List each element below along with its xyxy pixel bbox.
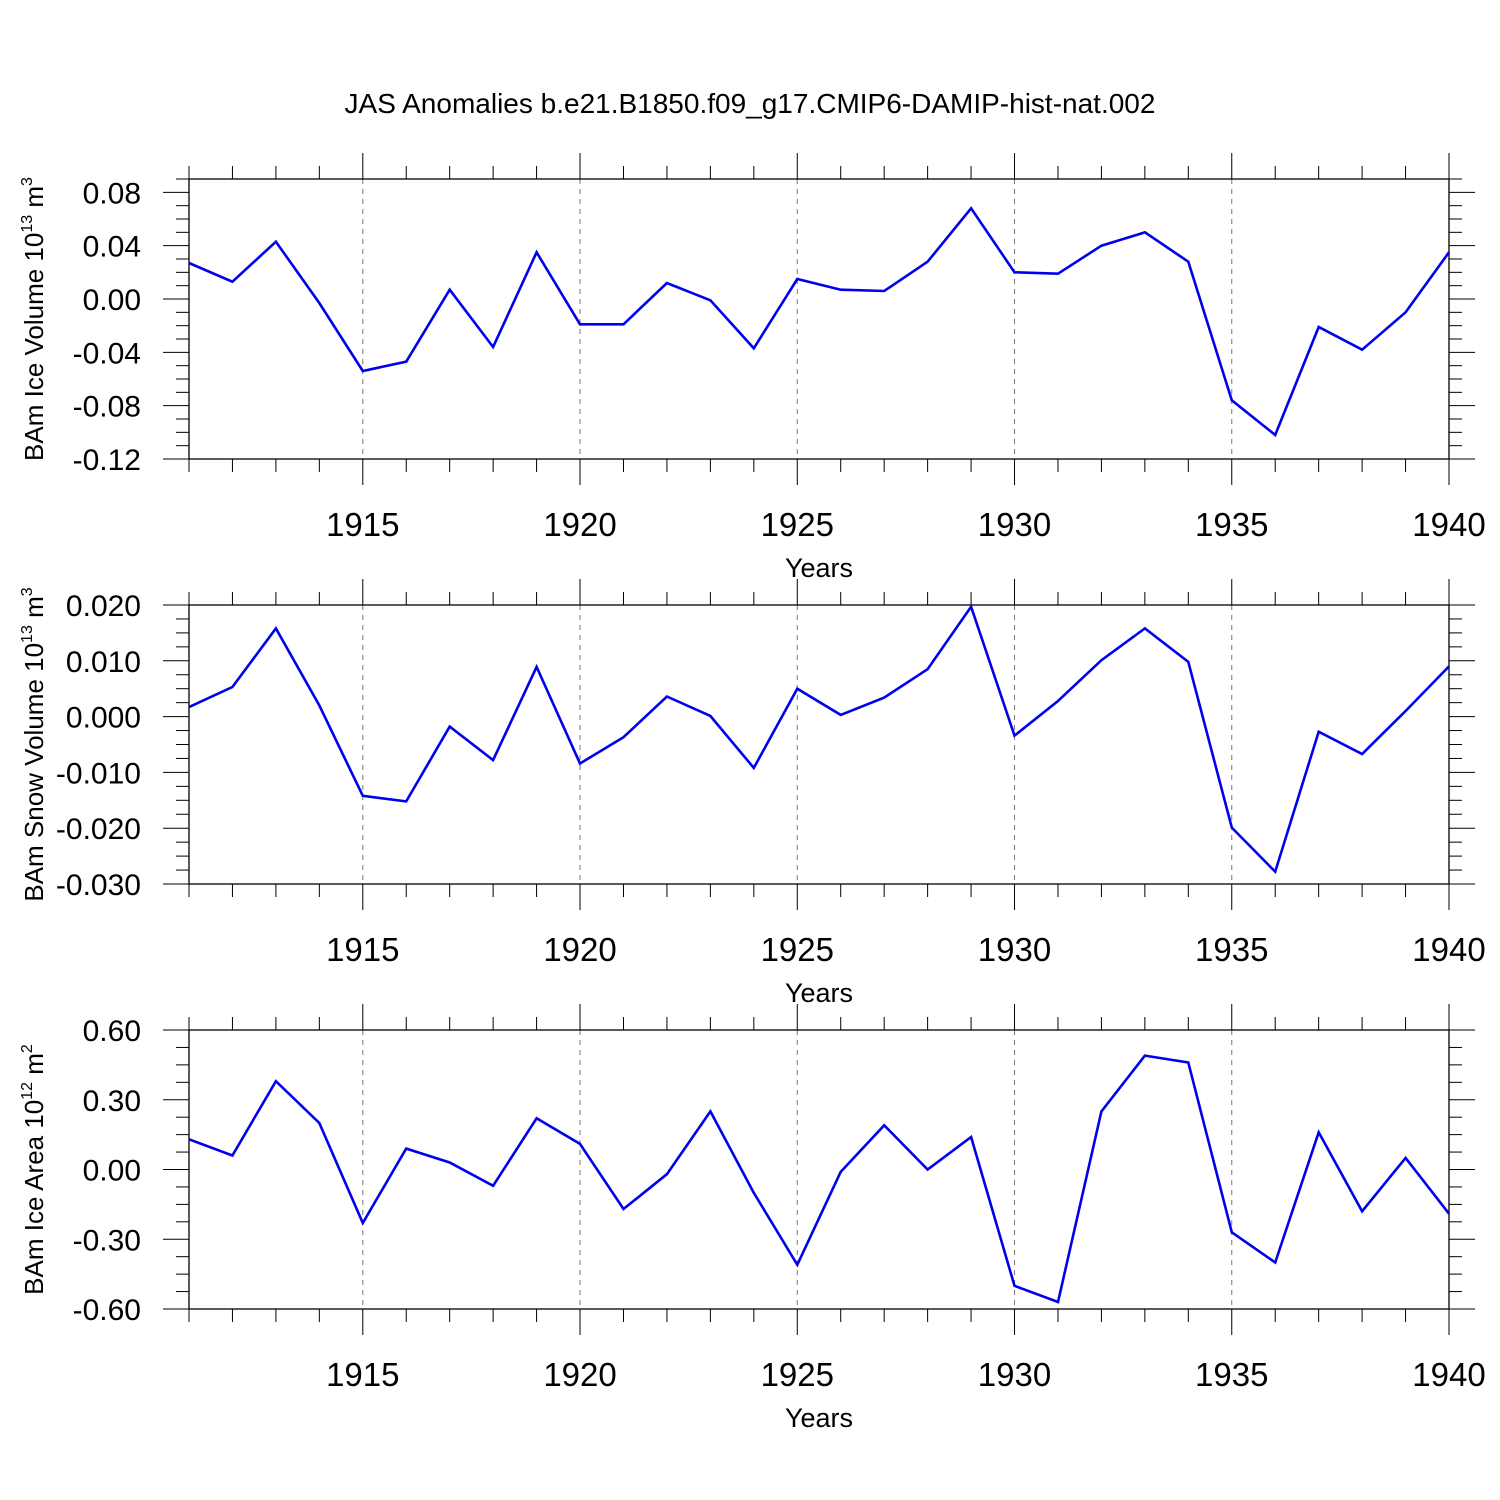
x-tick-label: 1935 (1195, 931, 1268, 968)
plot-frame (188, 178, 1450, 460)
y-tick-label: -0.020 (56, 813, 141, 846)
x-axis-label: Years (785, 553, 853, 583)
x-axis-label: Years (785, 978, 853, 1008)
x-tick-label: 1940 (1412, 931, 1485, 968)
y-tick-label: 0.08 (83, 177, 141, 210)
y-tick-label: 0.00 (83, 284, 141, 317)
x-tick-label: 1930 (978, 931, 1051, 968)
y-tick-label: 0.010 (66, 646, 141, 679)
y-tick-label: -0.030 (56, 869, 141, 902)
x-tick-label: 1920 (543, 506, 616, 543)
x-tick-label: 1930 (978, 506, 1051, 543)
x-tick-label: 1920 (543, 931, 616, 968)
x-tick-label: 1940 (1412, 506, 1485, 543)
plot-frame (188, 1029, 1450, 1310)
y-axis-label: BAm Ice Area 1012 m2 (19, 1044, 49, 1295)
x-tick-label: 1915 (326, 506, 399, 543)
x-tick-label: 1925 (761, 1356, 834, 1393)
y-tick-label: 0.00 (83, 1155, 141, 1188)
chart-panel-1: -0.12 -0.08 -0.04 0.00 0.04 0.08 1915 1920 1925 1… (19, 153, 1486, 583)
plot-frame (188, 604, 1450, 885)
y-tick-label: -0.08 (73, 391, 141, 424)
y-tick-label: 0.60 (83, 1015, 141, 1048)
x-tick-label: 1920 (543, 1356, 616, 1393)
chart-panel-3: -0.60 -0.30 0.00 0.30 0.60 1915 1920 1925 1930 19… (19, 1004, 1486, 1433)
y-tick-label: 0.000 (66, 702, 141, 735)
x-tick-label: 1915 (326, 931, 399, 968)
x-tick-label: 1915 (326, 1356, 399, 1393)
y-axis-label: BAm Ice Volume 1013 m3 (19, 177, 49, 461)
x-tick-label: 1930 (978, 1356, 1051, 1393)
page-title: JAS Anomalies b.e21.B1850.f09_g17.CMIP6-… (344, 88, 1156, 119)
y-tick-label: -0.12 (73, 444, 141, 477)
series-line (188, 206, 1451, 438)
y-tick-label: -0.60 (73, 1294, 141, 1327)
series-line (188, 603, 1450, 875)
chart-panel-2: -0.030 -0.020 -0.010 0.000 0.010 0.020 1915 192… (19, 579, 1486, 1008)
y-tick-label: 0.30 (83, 1085, 141, 1118)
x-tick-label: 1935 (1195, 506, 1268, 543)
y-tick-label: -0.010 (56, 757, 141, 790)
y-tick-label: -0.04 (73, 337, 141, 370)
x-tick-label: 1925 (761, 506, 834, 543)
y-tick-label: 0.04 (83, 231, 141, 264)
series-line (188, 1054, 1451, 1304)
x-tick-label: 1925 (761, 931, 834, 968)
x-axis-label: Years (785, 1403, 853, 1433)
x-tick-label: 1940 (1412, 1356, 1485, 1393)
y-tick-label: -0.30 (73, 1224, 141, 1257)
x-tick-label: 1935 (1195, 1356, 1268, 1393)
y-tick-label: 0.020 (66, 590, 141, 623)
y-axis-label: BAm Snow Volume 1013 m3 (19, 587, 49, 901)
